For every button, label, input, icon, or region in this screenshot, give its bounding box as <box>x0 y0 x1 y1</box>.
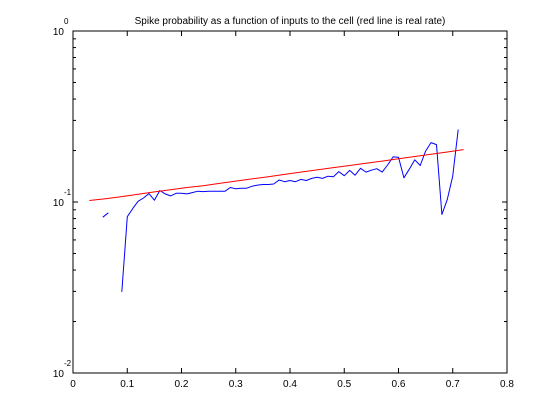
chart-title: Spike probability as a function of input… <box>135 16 446 27</box>
x-tick-label: 0.2 <box>175 379 189 390</box>
x-tick-label: 0 <box>70 379 76 390</box>
x-tick-label: 0.4 <box>283 379 297 390</box>
blue-series-line <box>102 212 109 218</box>
x-tick-label: 0.1 <box>120 379 134 390</box>
x-tick-label: 0.7 <box>446 379 460 390</box>
x-tick-label: 0.8 <box>500 379 514 390</box>
y-tick-exponent: -1 <box>64 188 72 197</box>
y-tick-label: 10 <box>53 369 65 380</box>
x-tick-label: 0.6 <box>392 379 406 390</box>
red-series-line <box>89 149 464 201</box>
y-tick-label: 10 <box>53 198 65 209</box>
x-tick-label: 0.3 <box>229 379 243 390</box>
y-tick-label: 10 <box>53 27 65 38</box>
blue-series-line <box>121 129 459 292</box>
x-tick-label: 0.5 <box>337 379 351 390</box>
y-tick-exponent: 0 <box>64 17 69 26</box>
y-tick-exponent: -2 <box>64 359 72 368</box>
